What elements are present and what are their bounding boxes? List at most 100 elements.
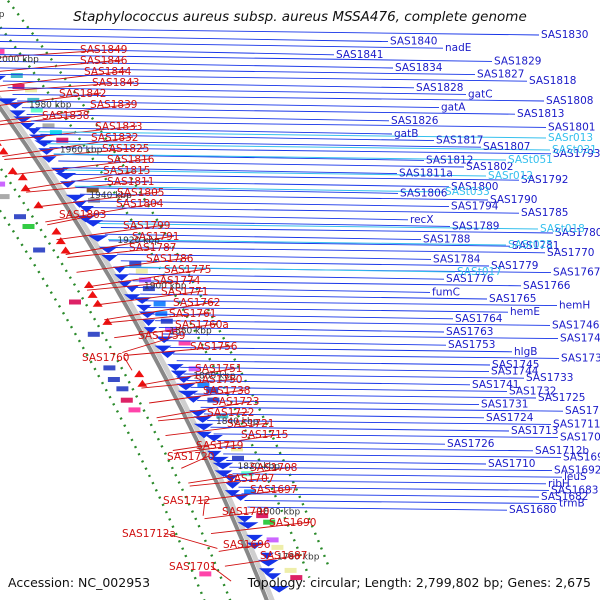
reverse-gene-label: SAS1759 bbox=[138, 330, 185, 342]
cog-feature-block bbox=[30, 107, 43, 113]
forward-label-leader bbox=[169, 346, 513, 353]
reverse-label-leader bbox=[202, 499, 206, 516]
genome-summary: Topology: circular; Length: 2,799,802 bp… bbox=[247, 575, 591, 590]
reverse-label-leader bbox=[104, 301, 216, 321]
reverse-gene-label: SAS1715 bbox=[241, 429, 288, 441]
reverse-label-leader bbox=[123, 356, 133, 371]
reverse-label-leader bbox=[0, 70, 127, 87]
forward-gene-label: SAS1711 bbox=[553, 418, 600, 430]
forward-label-leader bbox=[162, 333, 559, 340]
reverse-gene-label: SAS1838 bbox=[42, 110, 89, 122]
forward-gene-arrow bbox=[125, 285, 139, 293]
forward-gene-label: SAS1802 bbox=[466, 161, 513, 173]
reverse-label-leader bbox=[158, 411, 250, 422]
forward-label-leader bbox=[128, 273, 445, 280]
forward-gene-label: SAS1817 bbox=[436, 135, 483, 147]
forward-gene-arrow bbox=[113, 266, 127, 274]
forward-gene-label: SAS1710 bbox=[488, 458, 535, 470]
forward-label-leader bbox=[92, 213, 409, 221]
reverse-gene-label: SAS1787 bbox=[129, 242, 176, 254]
forward-label-leader bbox=[176, 360, 491, 366]
forward-gene-label: gatB bbox=[394, 128, 418, 140]
reverse-gene-arrow bbox=[134, 370, 145, 378]
forward-label-leader bbox=[247, 506, 508, 511]
cog-feature-block bbox=[207, 397, 220, 403]
cog-feature-block bbox=[120, 397, 133, 403]
gene-feature-layer bbox=[0, 48, 303, 593]
forward-gene-label: SAS1811a bbox=[399, 168, 453, 180]
cog-feature-block bbox=[88, 197, 100, 203]
kbp-scale-label: 1820 kbp bbox=[238, 462, 281, 472]
forward-gene-arrow bbox=[142, 319, 156, 326]
reverse-label-leader bbox=[204, 510, 265, 520]
forward-gene-label: SAS1813 bbox=[517, 108, 564, 120]
forward-label-leader bbox=[219, 446, 534, 452]
forward-label-leader bbox=[12, 93, 545, 102]
forward-label-leader bbox=[158, 326, 445, 333]
forward-gene-label: SAS1827 bbox=[477, 69, 524, 81]
forward-label-leader bbox=[104, 233, 422, 241]
forward-gene-label: fumC bbox=[432, 286, 460, 298]
forward-gene-label: SAS1692 bbox=[554, 465, 600, 477]
reverse-label-leader bbox=[139, 367, 238, 386]
forward-label-leader bbox=[66, 173, 520, 181]
forward-gene-arrow bbox=[117, 281, 132, 288]
forward-gene-label: SAS1781 bbox=[512, 240, 559, 252]
cog-feature-block bbox=[142, 286, 155, 292]
forward-label-leader bbox=[241, 493, 540, 498]
cog-feature-block bbox=[128, 407, 141, 413]
forward-label-leader bbox=[238, 486, 550, 491]
forward-gene-arrow bbox=[20, 123, 35, 130]
forward-label-leader bbox=[235, 480, 547, 485]
forward-gene-arrow bbox=[124, 294, 141, 301]
reverse-gene-arrow bbox=[102, 317, 113, 325]
forward-label-leader bbox=[116, 253, 432, 260]
forward-gene-label: SAS1800 bbox=[451, 181, 498, 193]
forward-gene-label: SAS1745 bbox=[492, 359, 539, 371]
forward-gene-arrow bbox=[224, 490, 241, 497]
forward-label-leader bbox=[31, 120, 547, 128]
forward-gene-label: SAS1766 bbox=[523, 280, 571, 292]
forward-gene-label: SAS1742 bbox=[560, 333, 600, 345]
genes-count-text: Genes: 2,675 bbox=[507, 575, 591, 590]
reverse-gene-label: SAS1811 bbox=[107, 176, 154, 188]
forward-gene-label: SAS1746 bbox=[552, 319, 600, 331]
reverse-label-leader bbox=[156, 400, 255, 419]
forward-gene-arrow bbox=[38, 148, 56, 155]
reverse-gene-arrow bbox=[92, 299, 103, 307]
forward-gene-label: SAS1834 bbox=[395, 62, 443, 74]
reverse-label-leader bbox=[0, 103, 133, 122]
forward-gene-label: SAS1682 bbox=[541, 491, 588, 503]
forward-gene-label: SAS1792 bbox=[521, 174, 568, 186]
forward-label-leader bbox=[140, 293, 488, 300]
forward-gene-arrow bbox=[167, 364, 184, 371]
forward-label-leader bbox=[223, 453, 562, 458]
reverse-gene-label: SAS1803 bbox=[59, 209, 106, 221]
kbp-scale-labels: 2020 kbp 2000 kbp 1980 kbp 1960 kbp 1940 kbp… bbox=[0, 10, 320, 563]
forward-label-leader bbox=[132, 280, 522, 287]
forward-label-leader bbox=[147, 306, 509, 313]
forward-gene-arrow bbox=[87, 235, 109, 242]
forward-label-leader bbox=[151, 313, 454, 320]
rna-label-leader bbox=[53, 153, 507, 161]
forward-gene-label: SAS1680 bbox=[509, 504, 556, 516]
rna-label-leader bbox=[124, 266, 456, 273]
forward-gene-label: hlgB bbox=[514, 346, 537, 358]
forward-label-leader bbox=[0, 27, 540, 36]
forward-gene-arrow bbox=[72, 201, 87, 208]
forward-gene-label: SAS1765 bbox=[489, 293, 536, 305]
forward-label-leader bbox=[26, 113, 390, 122]
reverse-label-leader bbox=[188, 466, 293, 484]
forward-gene-arrow bbox=[114, 274, 130, 281]
reverse-gene-label: SAS1760 bbox=[82, 352, 129, 364]
gene-labels: SAS1849SAS1846SAS1844SAS1843SAS1842SAS18… bbox=[42, 29, 600, 573]
cog-feature-block bbox=[263, 519, 276, 525]
kbp-scale-label: 1900 kbp bbox=[144, 281, 187, 291]
forward-gene-arrow bbox=[189, 410, 207, 417]
cog-feature-block bbox=[271, 544, 284, 550]
forward-label-leader bbox=[180, 366, 490, 373]
cog-feature-block bbox=[69, 299, 81, 305]
forward-label-leader bbox=[53, 153, 425, 161]
forward-gene-arrow bbox=[170, 370, 188, 378]
forward-gene-label: SAS1741 bbox=[472, 379, 519, 391]
